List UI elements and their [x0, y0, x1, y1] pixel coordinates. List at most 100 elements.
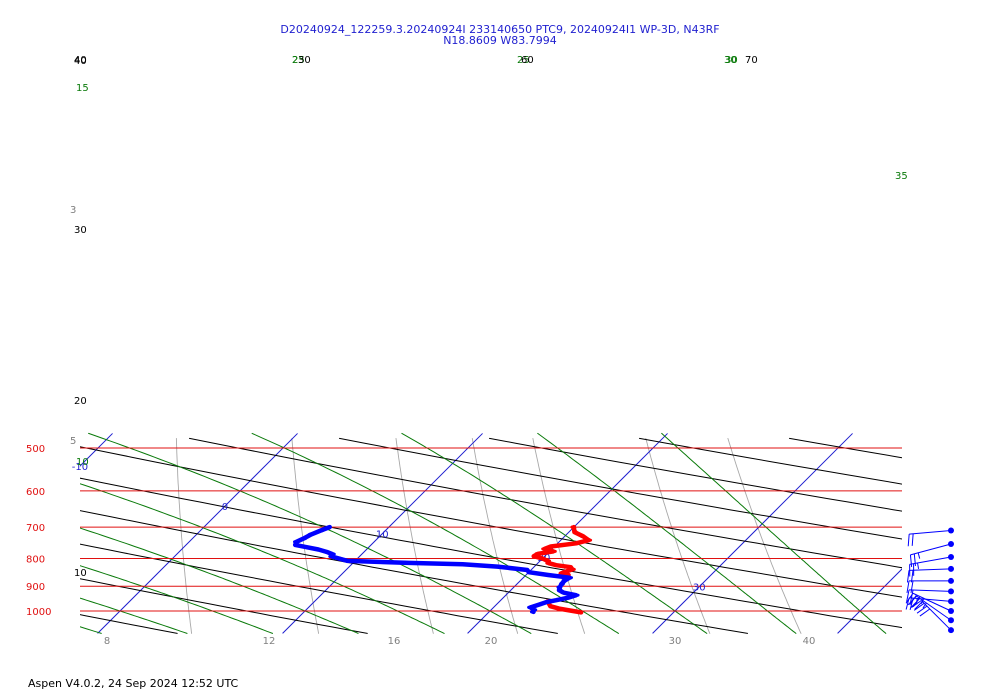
dry-adiabat-line [339, 437, 902, 540]
moist-adiabat-line [537, 432, 768, 612]
moist-adiabat-line [304, 610, 359, 634]
dry-adiabat-line [789, 437, 902, 459]
wind-barb-dot [948, 588, 954, 595]
dewpoint-profile-trace [293, 525, 580, 614]
dry-adiabat-line [80, 446, 902, 598]
sounding-profiles [292, 524, 593, 615]
isotherm-label: -10 [72, 462, 88, 473]
moist-adiabat-line [0, 611, 15, 633]
dry-adiabat-label: 40 [74, 56, 87, 67]
mixing-ratio-label: 16 [388, 636, 401, 647]
wind-barbs [905, 527, 954, 634]
moist-adiabat-label: 25 [292, 55, 305, 66]
top-label: 25 [292, 55, 305, 66]
wind-barb-staff [909, 568, 952, 571]
chart-title: D20240924_122259.3.20240924I 233140650 P… [280, 23, 720, 36]
dry-adiabat-line [80, 477, 902, 629]
moist-adiabat-label: 10 [76, 457, 89, 468]
moist-adiabat-line [397, 610, 445, 634]
pressure-tick-label: 800 [26, 555, 45, 566]
top-label: 40 [74, 55, 87, 66]
wind-barb-flag [909, 554, 913, 567]
wind-barb-flag [910, 589, 914, 603]
wind-barb-dot [948, 608, 954, 614]
pressure-tick-label: 900 [26, 582, 45, 593]
dewpoint-profile-line [292, 524, 579, 615]
wind-barb-flag [911, 600, 922, 608]
pressure-tick-label: 700 [26, 523, 45, 534]
mixing-ratio-label: 8 [104, 636, 110, 647]
wind-barb-staff [909, 556, 952, 565]
isotherm-line [467, 433, 668, 634]
wind-barb-flag [916, 605, 928, 614]
chart-subtitle: N18.8609 W83.7994 [443, 34, 557, 47]
side-label: 5 [70, 436, 76, 447]
wind-barb-dot [948, 598, 954, 605]
isotherm-label: 10 [376, 530, 389, 541]
dry-adiabat-line [80, 543, 558, 634]
moist-adiabat-line [80, 597, 121, 612]
mixing-ratio-line [395, 437, 434, 634]
wind-barb-half-flag [917, 562, 920, 569]
wind-barb-dot [948, 540, 954, 547]
moist-adiabat-line [767, 610, 797, 634]
dry-adiabat-label: 30 [74, 225, 87, 236]
wind-barb-flag [907, 595, 917, 606]
wind-barb-flag [906, 570, 910, 583]
wind-barb-flag [906, 589, 910, 602]
wind-barb-dot [948, 617, 954, 624]
wind-barb-flag [919, 608, 931, 617]
mixing-ratio-label: 30 [669, 636, 682, 647]
wind-barb-staff [909, 589, 952, 592]
isotherm-line [837, 568, 902, 634]
wind-barb-staff [909, 597, 952, 602]
dry-adiabat-line [189, 437, 902, 569]
pressure-tick-label: 500 [26, 444, 45, 455]
wind-barb-flag [906, 580, 910, 594]
top-label: 70 [745, 55, 758, 66]
moist-adiabat-line [80, 565, 213, 612]
moist-adiabat-line [401, 432, 676, 612]
isotherm-line [652, 433, 853, 634]
isotherm-line [282, 433, 483, 634]
wind-barb-staff [910, 543, 952, 556]
pressure-tick-label: 1000 [26, 607, 51, 618]
top-label: 60 [521, 55, 534, 66]
wind-barb-flag [910, 580, 914, 594]
wind-barb-flag [910, 570, 914, 583]
moist-adiabat-line [80, 483, 398, 612]
mixing-ratio-line [175, 437, 193, 634]
moist-adiabat-line [489, 610, 532, 634]
temperature-profile-trace [534, 525, 593, 577]
wind-barb-half-flag [917, 552, 921, 559]
wind-barb-half-flag [922, 602, 927, 609]
wind-barb-flag [913, 602, 925, 611]
moist-adiabat-line [582, 610, 619, 634]
moist-adiabat-label: 35 [895, 171, 908, 182]
wind-barb-flag [913, 553, 916, 566]
mixing-ratio-label: 12 [263, 636, 276, 647]
moist-adiabat-line [80, 527, 306, 612]
mixing-ratio-line [471, 437, 519, 634]
moist-adiabat-line [0, 433, 28, 611]
top-label: 30 [725, 55, 738, 66]
wind-barb-staff [912, 592, 952, 612]
dry-adiabat-label: 20 [74, 396, 87, 407]
moist-adiabat-line [674, 610, 708, 634]
mixing-ratio-line [291, 437, 320, 634]
wind-barb-flag [907, 534, 910, 547]
isotherm-label: 0 [222, 502, 228, 513]
top-label: 25 [517, 55, 530, 66]
dry-adiabat-line [489, 437, 902, 512]
wind-barb-dot [948, 627, 954, 634]
wind-barb-flag [905, 592, 914, 604]
dry-adiabat-line [80, 578, 368, 634]
moist-adiabat-line [251, 432, 583, 612]
wind-barb-staff [909, 529, 952, 535]
pressure-tick-label: 600 [26, 487, 45, 498]
moist-adiabat-line [119, 610, 188, 634]
dry-adiabat-line [940, 438, 1000, 633]
wind-barb-flag [911, 533, 914, 546]
wind-barb-dot [948, 554, 954, 561]
